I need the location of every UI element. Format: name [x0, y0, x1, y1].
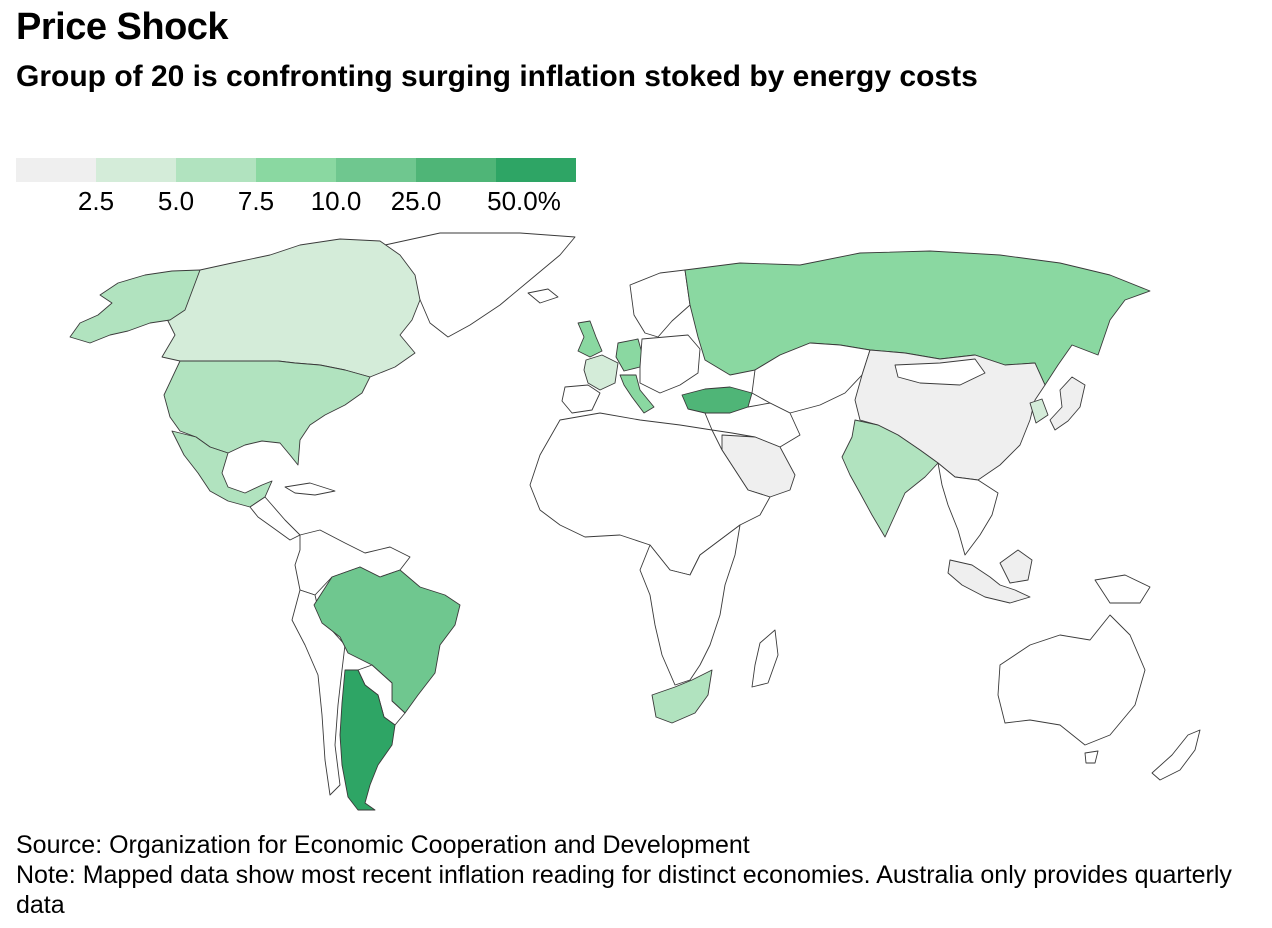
legend-tick-label: 7.5: [237, 186, 275, 216]
country-france[interactable]: [583, 354, 619, 391]
country-tasmania: [1084, 750, 1099, 764]
country-indonesia[interactable]: [947, 559, 1031, 604]
country-scandinavia: [629, 269, 691, 338]
legend-tick-label: 10.0: [310, 186, 362, 216]
footnote: Note: Mapped data show most recent infla…: [16, 861, 1232, 919]
country-iberia: [561, 384, 601, 414]
country-cuba: [284, 482, 336, 496]
country-madagascar: [751, 629, 779, 688]
chart-title: Price Shock: [16, 6, 229, 48]
legend-swatch: [256, 158, 336, 182]
country-southeast-asia: [937, 462, 999, 556]
chart-subtitle: Group of 20 is confronting surging infla…: [16, 60, 978, 93]
country-south-korea[interactable]: [1029, 398, 1049, 424]
country-mongolia: [894, 358, 986, 386]
legend-swatch: [176, 158, 256, 182]
country-new-zealand: [1151, 729, 1201, 781]
country-germany[interactable]: [615, 338, 643, 372]
country-argentina[interactable]: [339, 669, 396, 811]
chart-footer: Source: Organization for Economic Cooper…: [16, 830, 1256, 920]
country-new-guinea: [1094, 574, 1151, 604]
world-map: [0, 225, 1272, 820]
legend-tick-label: 2.5: [77, 186, 115, 216]
country-brazil[interactable]: [313, 566, 461, 714]
country-australia[interactable]: [997, 614, 1146, 746]
country-south-africa[interactable]: [651, 669, 713, 724]
country-mexico[interactable]: [171, 430, 273, 508]
legend-swatch: [16, 158, 96, 182]
country-india[interactable]: [841, 419, 939, 538]
legend-swatch: [496, 158, 576, 182]
country-japan[interactable]: [1049, 376, 1086, 431]
country-alaska[interactable]: [69, 269, 201, 344]
legend-swatch: [336, 158, 416, 182]
country-italy[interactable]: [619, 374, 655, 414]
color-legend: 2.5 5.0 7.5 10.0 25.0 50.0%: [16, 158, 576, 218]
country-canada[interactable]: [161, 238, 421, 378]
country-iceland: [527, 288, 559, 304]
legend-swatch: [96, 158, 176, 182]
legend-swatch: [416, 158, 496, 182]
country-central-southern-africa: [639, 524, 741, 686]
country-united-states[interactable]: [163, 360, 371, 466]
country-eastern-europe: [639, 334, 701, 394]
country-middle-east: [704, 402, 801, 448]
country-central-america: [249, 496, 301, 541]
country-central-asia: [751, 342, 871, 414]
country-indonesia-borneo[interactable]: [999, 549, 1033, 584]
country-united-kingdom[interactable]: [577, 320, 603, 358]
legend-tick-label: 5.0: [157, 186, 195, 216]
legend-tick-label: 50.0%: [487, 186, 561, 216]
legend-tick-label: 25.0: [390, 186, 442, 216]
source-note: Source: Organization for Economic Cooper…: [16, 831, 750, 859]
country-china[interactable]: [854, 349, 1046, 481]
